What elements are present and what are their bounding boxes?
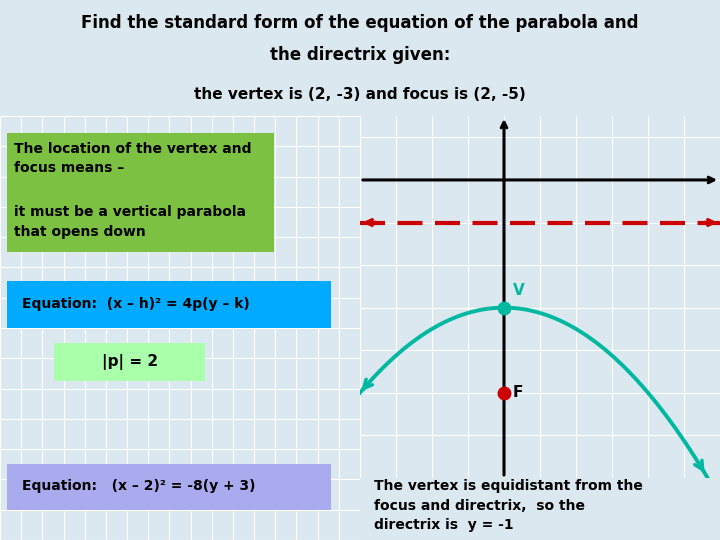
Text: Equation:   (x – 2)² = -8(y + 3): Equation: (x – 2)² = -8(y + 3): [22, 479, 255, 492]
Text: V: V: [513, 283, 525, 298]
Text: Find the standard form of the equation of the parabola and: Find the standard form of the equation o…: [81, 15, 639, 32]
FancyBboxPatch shape: [7, 133, 274, 252]
Text: F: F: [513, 385, 523, 400]
Text: the vertex is (2, -3) and focus is (2, -5): the vertex is (2, -3) and focus is (2, -…: [194, 87, 526, 102]
Text: The vertex is equidistant from the
focus and directrix,  so the
directrix is  y : The vertex is equidistant from the focus…: [374, 480, 643, 532]
Text: it must be a vertical parabola
that opens down: it must be a vertical parabola that open…: [14, 205, 246, 239]
Text: The location of the vertex and
focus means –: The location of the vertex and focus mea…: [14, 141, 252, 175]
Text: |p| = 2: |p| = 2: [102, 354, 158, 370]
Text: the directrix given:: the directrix given:: [270, 46, 450, 64]
FancyBboxPatch shape: [7, 281, 331, 328]
FancyBboxPatch shape: [7, 464, 331, 510]
FancyBboxPatch shape: [54, 343, 205, 381]
Text: Equation:  (x – h)² = 4p(y – k): Equation: (x – h)² = 4p(y – k): [22, 297, 249, 311]
